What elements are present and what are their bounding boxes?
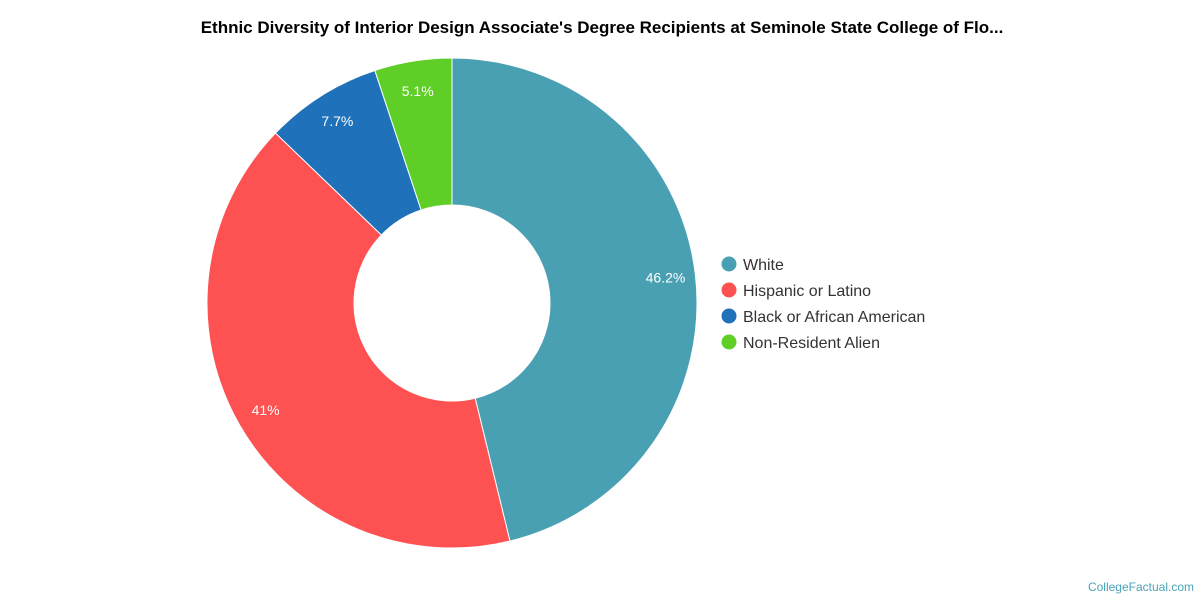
donut-slices [206,57,698,549]
legend-marker-non-resident-alien [721,334,737,350]
legend: White Hispanic or Latino Black or African … [721,256,926,353]
site-credit[interactable]: CollegeFactual.com [1088,580,1194,594]
legend-marker-black-or-african-american [721,308,737,324]
legend-label-white: White [743,257,784,274]
data-label-white: 46.2% [646,269,686,285]
legend-item-white[interactable]: White [721,256,785,275]
slice-labels: 46.2% 41% 7.7% 5.1% [252,83,686,418]
legend-label-hispanic-or-latino: Hispanic or Latino [743,283,871,300]
data-label-non-resident-alien: 5.1% [402,83,434,99]
data-label-black-or-african-american: 7.7% [321,113,353,129]
legend-marker-white [721,256,737,272]
slice-hispanic-or-latino[interactable] [206,132,511,549]
legend-marker-hispanic-or-latino [721,282,737,298]
legend-item-non-resident-alien[interactable]: Non-Resident Alien [721,334,880,353]
chart-title: Ethnic Diversity of Interior Design Asso… [201,18,1004,37]
slice-non-resident-alien[interactable] [374,57,453,211]
legend-item-black-or-african-american[interactable]: Black or African American [721,308,926,327]
data-label-hispanic-or-latino: 41% [252,402,280,418]
legend-label-black-or-african-american: Black or African American [743,309,925,326]
legend-item-hispanic-or-latino[interactable]: Hispanic or Latino [721,282,872,301]
slice-white[interactable] [451,57,698,542]
legend-label-non-resident-alien: Non-Resident Alien [743,335,880,352]
